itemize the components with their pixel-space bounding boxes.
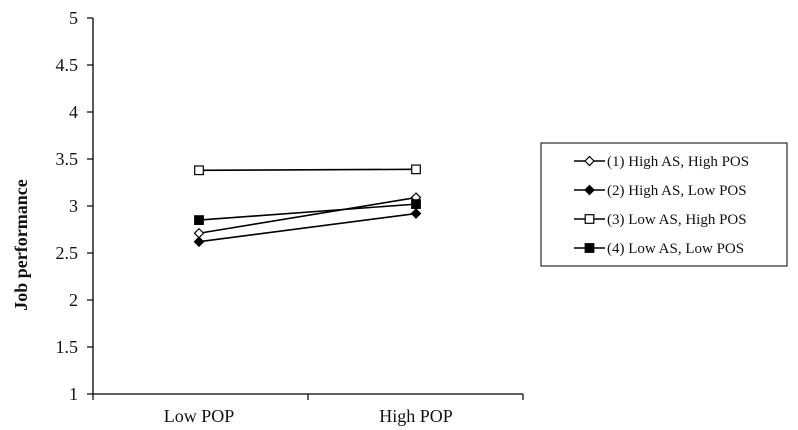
legend-label: (4) Low AS, Low POS — [607, 241, 744, 257]
data-point — [193, 236, 205, 248]
series-group — [193, 164, 422, 248]
series-3 — [194, 164, 421, 176]
legend-marker — [584, 155, 595, 167]
data-point — [194, 215, 204, 226]
y-tick-label: 1.5 — [56, 337, 79, 357]
legend-marker — [584, 214, 595, 224]
series-1 — [193, 192, 422, 239]
legend-label: (2) High AS, Low POS — [607, 183, 747, 199]
y-tick-label: 5 — [69, 8, 78, 28]
y-tick-label: 2.5 — [56, 243, 79, 263]
data-point — [411, 199, 421, 210]
data-point — [411, 164, 421, 175]
y-tick-label: 3 — [69, 196, 78, 216]
series-line — [198, 168, 417, 172]
legend-marker — [584, 184, 595, 196]
y-tick-label: 1 — [69, 384, 78, 404]
series-line — [198, 203, 417, 221]
x-tick-label: Low POP — [164, 406, 235, 426]
series-4 — [194, 199, 421, 226]
legend-item: (4) Low AS, Low POS — [574, 241, 744, 257]
y-tick-label: 4 — [69, 102, 78, 122]
legend-label: (3) Low AS, High POS — [607, 212, 747, 228]
legend-item: (3) Low AS, High POS — [574, 212, 747, 228]
series-line — [198, 212, 417, 243]
legend-box — [540, 142, 788, 267]
legend: (1) High AS, High POS (2) High AS, Low PO… — [540, 142, 788, 267]
data-point — [410, 208, 422, 219]
y-ticks: 1 1.5 2 2.5 3 3.5 4 4.5 5 — [56, 8, 93, 404]
y-axis-label: Job performance — [11, 179, 31, 310]
legend-item: (2) High AS, Low POS — [574, 183, 747, 199]
axes — [92, 18, 523, 395]
y-tick-label: 2 — [69, 290, 78, 310]
y-tick-label: 3.5 — [56, 149, 79, 169]
series-2 — [193, 208, 422, 248]
legend-label: (1) High AS, High POS — [607, 154, 749, 170]
y-tick-label: 4.5 — [56, 55, 79, 75]
x-tick-label: High POP — [379, 406, 453, 426]
series-line — [198, 196, 417, 235]
data-point — [194, 165, 204, 176]
x-ticks: Low POP High POP — [92, 394, 524, 426]
legend-marker — [584, 243, 595, 253]
legend-item: (1) High AS, High POS — [574, 154, 749, 170]
